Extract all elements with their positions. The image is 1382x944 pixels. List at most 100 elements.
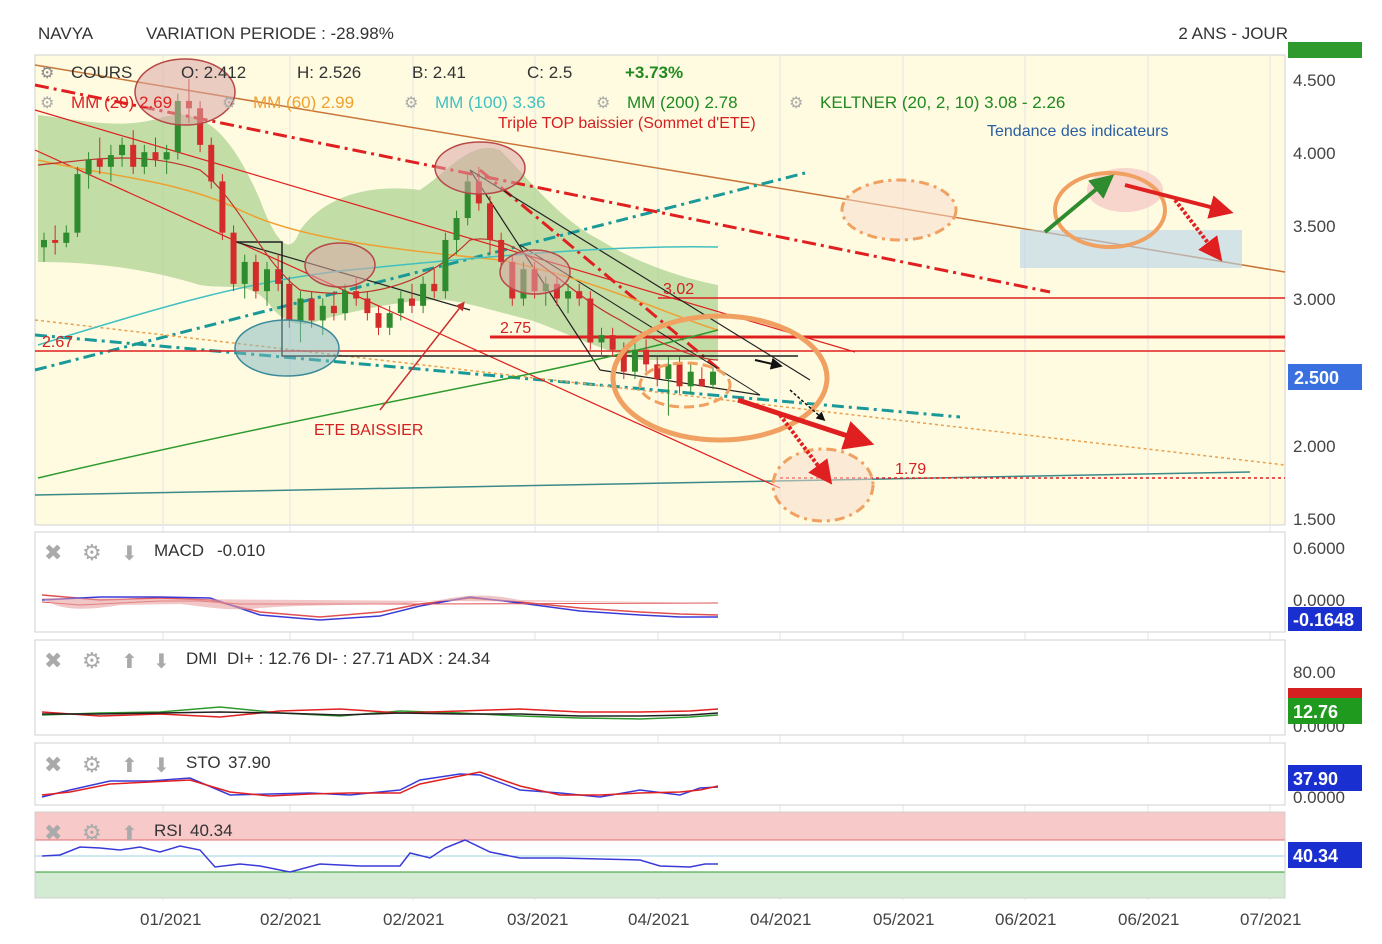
candle-body: [208, 144, 215, 182]
sto-label: STO: [186, 753, 221, 772]
mm200-label: MM (200) 2.78: [627, 93, 738, 112]
level-302-label: 3.02: [663, 281, 694, 298]
candle-body: [487, 203, 493, 240]
mm200-line: [37, 329, 719, 479]
ellipse-bottom-left: [234, 319, 340, 377]
candle-body: [587, 298, 594, 343]
arrow-down-icon: ⬇: [153, 651, 170, 673]
candle-body: [63, 232, 70, 243]
support-long-line: [34, 471, 1251, 496]
macd-badge: [1288, 607, 1362, 631]
candle-body: [565, 291, 572, 299]
candle-body: [275, 269, 282, 284]
cours-label: COURS: [71, 63, 132, 82]
mm60-line: [37, 159, 719, 331]
gear-icon: ⚙: [40, 65, 54, 82]
candle-body: [219, 181, 226, 233]
candle-body: [107, 155, 114, 167]
arrow-red-right: [1124, 183, 1234, 219]
price-tick: 2.000: [1293, 437, 1336, 456]
symbol-label: NAVYA: [38, 24, 94, 43]
gear-icon: ⚙: [789, 95, 803, 112]
candle-body: [576, 291, 583, 299]
close-value: C: 2.5: [527, 63, 572, 82]
candle-body: [710, 371, 716, 385]
candle-body: [174, 100, 181, 153]
candle-body: [431, 283, 438, 292]
red-channel-top: [34, 109, 856, 353]
mm60-label: MM (60) 2.99: [253, 93, 354, 112]
axis-top-badge: [1288, 42, 1362, 58]
candle-body: [308, 298, 315, 321]
macd-value: -0.010: [217, 541, 265, 560]
dash-dot-cyan-down: [34, 333, 961, 419]
gear-icon: ⚙: [40, 95, 54, 112]
dmi-badge-green: [1288, 698, 1362, 724]
candle-body: [698, 378, 705, 387]
x-tick: 06/2021: [995, 910, 1056, 929]
candle-body: [252, 261, 259, 292]
sto-badge: [1288, 765, 1362, 791]
candle-body: [442, 239, 449, 292]
candle-body: [453, 218, 460, 240]
gear-icon: ⚙: [404, 95, 418, 112]
ellipse-right-shoulder: [499, 249, 571, 295]
x-tick: 06/2021: [1118, 910, 1179, 929]
candle-body: [41, 239, 47, 248]
close-icon: ✖: [44, 540, 62, 565]
candle-body: [297, 298, 304, 321]
candle-body: [342, 291, 349, 314]
ete-label: ETE BAISSIER: [314, 422, 423, 439]
x-tick: 04/2021: [628, 910, 689, 929]
candle-body: [676, 364, 683, 387]
price-tick: 1.500: [1293, 510, 1336, 529]
rsi-oversold-zone: [35, 872, 1285, 898]
triple-top-label: Triple TOP baissier (Sommet d'ETE): [498, 115, 756, 132]
x-tick: 02/2021: [383, 910, 444, 929]
dmi-tick: 80.00: [1293, 663, 1336, 682]
candle-body: [353, 291, 360, 299]
candle-body: [631, 349, 638, 372]
dmi-badge-red: [1288, 688, 1362, 698]
sto-panel: [34, 742, 1286, 806]
candle-body: [241, 261, 248, 284]
x-tick: 01/2021: [140, 910, 201, 929]
candle-body: [643, 349, 650, 365]
candle-body: [96, 159, 103, 167]
gear-icon: ⚙: [596, 95, 610, 112]
macd-tick: 0.0000: [1293, 591, 1345, 610]
candle-body: [163, 152, 170, 160]
candle-body: [397, 298, 404, 314]
price-tick: 4.500: [1293, 71, 1336, 90]
arrow-down-icon: ⬇: [153, 755, 170, 777]
candle-body: [197, 108, 204, 145]
gear-icon: ⚙: [82, 752, 102, 777]
candle-body: [498, 239, 505, 262]
candle-body: [286, 283, 293, 321]
rsi-line: [41, 839, 718, 873]
current-price-badge: [1288, 364, 1362, 390]
price-tick: 3.500: [1293, 217, 1336, 236]
candle-body: [420, 283, 427, 306]
rsi-label: RSI: [154, 821, 182, 840]
arrow-ete: [379, 301, 465, 411]
candle-body: [687, 371, 694, 387]
arrow-up-icon: ⬆: [121, 755, 138, 777]
arrow-green-up: [1043, 174, 1115, 234]
candle-body: [598, 335, 605, 343]
gear-icon: ⚙: [82, 648, 102, 673]
tendance-box: [1020, 230, 1242, 268]
rsi-overbought-zone: [35, 812, 1285, 840]
sto-badge-value: 37.90: [1293, 769, 1338, 789]
dmi-label: DMI: [186, 649, 217, 668]
ellipse-top-left: [134, 58, 236, 126]
candle-body: [141, 152, 148, 167]
period-label[interactable]: 2 ANS - JOUR: [1178, 24, 1288, 43]
x-tick: 02/2021: [260, 910, 321, 929]
rsi-badge-value: 40.34: [1293, 846, 1338, 866]
mm20-line: [37, 157, 719, 361]
ellipse-left-shoulder: [304, 242, 376, 288]
wedge-top: [469, 169, 811, 381]
x-tick: 07/2021: [1240, 910, 1301, 929]
dmi-panel: [34, 639, 1286, 736]
